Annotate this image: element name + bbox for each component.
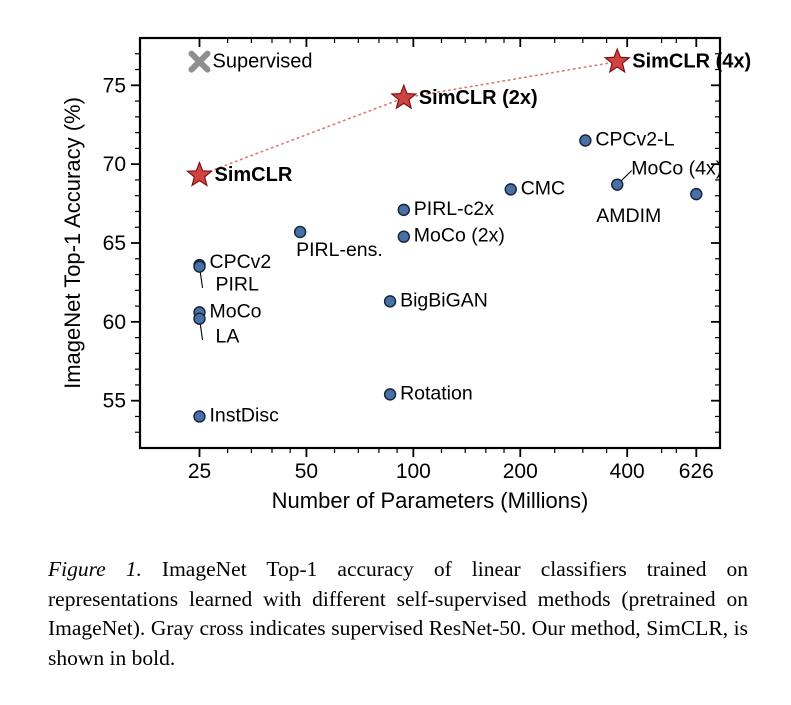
point-CMC (505, 184, 516, 195)
point-PIRL-ens. (295, 226, 306, 237)
scatter-chart: 25 50 100 200 400 626 55 60 65 70 75 Number of Para… (0, 0, 791, 520)
svg-text:70: 70 (103, 153, 126, 176)
point-label: Rotation (400, 382, 473, 404)
point-label: PIRL (215, 274, 259, 296)
point-label: CPCv2 (209, 251, 271, 273)
star-marker (392, 85, 416, 108)
point-label: AMDIM (596, 205, 661, 227)
point-InstDisc (194, 411, 205, 422)
svg-text:25: 25 (188, 460, 211, 483)
svg-text:626: 626 (679, 460, 714, 483)
point-MoCo (2x) (398, 231, 409, 242)
point-MoCo (4x) (612, 179, 623, 190)
point-label: InstDisc (209, 404, 279, 426)
figure-label: Figure 1. (48, 557, 142, 581)
point-PIRL-c2x (398, 204, 409, 215)
point-label: SimCLR (214, 164, 292, 186)
point-PIRL (194, 261, 205, 272)
point-label: CMC (521, 177, 565, 199)
svg-text:75: 75 (103, 74, 126, 97)
svg-text:400: 400 (610, 460, 645, 483)
svg-text:65: 65 (103, 232, 126, 255)
point-label: PIRL-ens. (296, 239, 383, 261)
point-label: MoCo (2x) (414, 225, 505, 247)
point-AMDIM (691, 189, 702, 200)
svg-text:ImageNet Top-1 Accuracy (%): ImageNet Top-1 Accuracy (%) (60, 97, 85, 389)
point-label: LA (215, 326, 239, 348)
point-CPCv2-L (580, 135, 591, 146)
svg-text:55: 55 (103, 390, 126, 413)
svg-text:Number of Parameters (Millions: Number of Parameters (Millions) (272, 488, 589, 513)
point-label: MoCo (209, 300, 261, 322)
point-label: MoCo (4x) (631, 158, 722, 180)
point-label: SimCLR (2x) (419, 87, 538, 109)
figure-caption-text: ImageNet Top-1 accuracy of linear classi… (48, 557, 748, 670)
point-label: CPCv2-L (595, 129, 674, 151)
point-Rotation (385, 389, 396, 400)
figure-container: 25 50 100 200 400 626 55 60 65 70 75 Number of Para… (0, 0, 791, 705)
star-marker (188, 163, 212, 186)
svg-text:60: 60 (103, 311, 126, 334)
point-LA (194, 313, 205, 324)
point-label: Supervised (212, 51, 312, 73)
svg-text:100: 100 (396, 460, 431, 483)
star-marker (605, 49, 629, 72)
point-label: SimCLR (4x) (632, 51, 751, 73)
point-label: PIRL-c2x (414, 198, 494, 220)
svg-text:200: 200 (503, 460, 538, 483)
figure-caption: Figure 1. ImageNet Top-1 accuracy of lin… (48, 555, 748, 674)
svg-text:50: 50 (295, 460, 318, 483)
point-BigBiGAN (385, 296, 396, 307)
point-label: BigBiGAN (400, 289, 488, 311)
